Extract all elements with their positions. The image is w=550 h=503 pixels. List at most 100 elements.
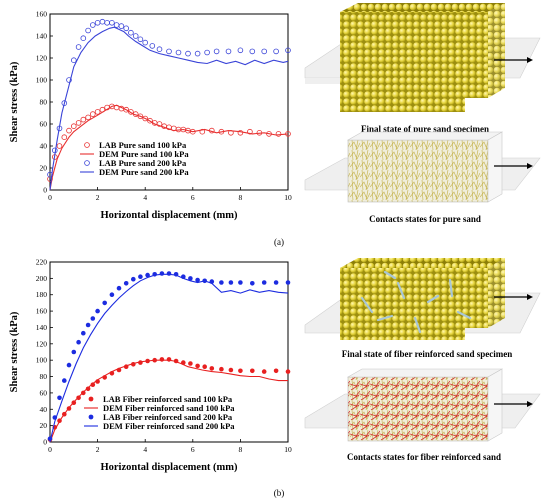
y-tick-label: 120 bbox=[36, 54, 48, 63]
data-point bbox=[213, 48, 220, 55]
data-point bbox=[61, 134, 68, 141]
data-point bbox=[273, 368, 279, 374]
y-tick-label: 160 bbox=[36, 10, 48, 19]
y-tick-label: 0 bbox=[43, 186, 47, 195]
arrowhead-icon bbox=[527, 163, 533, 169]
data-point bbox=[90, 316, 96, 321]
data-point bbox=[123, 106, 129, 113]
fiber-sand-specimen-image bbox=[304, 258, 541, 340]
data-point bbox=[94, 109, 101, 115]
data-point bbox=[71, 123, 77, 129]
fiber-sand-contacts-image bbox=[304, 368, 541, 442]
data-point bbox=[76, 339, 81, 345]
pure-sand-contacts-caption: Contacts states for pure sand bbox=[369, 214, 481, 224]
legend-swatch bbox=[84, 142, 90, 148]
data-point bbox=[199, 128, 206, 135]
data-point bbox=[128, 29, 134, 36]
chart-b-series bbox=[47, 271, 291, 443]
data-point bbox=[188, 276, 193, 281]
y-tick-label: 200 bbox=[36, 274, 48, 283]
y-tick-label: 80 bbox=[40, 98, 48, 107]
arrowhead-icon bbox=[527, 57, 533, 63]
data-point bbox=[194, 50, 201, 57]
series-line-3 bbox=[49, 26, 289, 191]
data-point bbox=[90, 22, 96, 28]
chart-b-plot-frame bbox=[49, 261, 289, 443]
data-point bbox=[90, 111, 96, 117]
pure-sand-contacts-image bbox=[304, 131, 541, 203]
data-point bbox=[95, 308, 100, 314]
data-point bbox=[85, 322, 91, 328]
data-point bbox=[71, 349, 77, 355]
chart-b-x-axis-title: Horizontal displacement (mm) bbox=[100, 462, 238, 473]
data-point bbox=[209, 366, 215, 371]
legend-label: DEM Pure sand 100 kPa bbox=[99, 149, 189, 159]
data-point bbox=[132, 33, 139, 39]
data-point bbox=[228, 280, 234, 285]
x-tick-label: 6 bbox=[191, 445, 195, 454]
chart-a-y-axis-title: Shear stress (kPa) bbox=[9, 61, 20, 142]
data-point bbox=[116, 285, 122, 291]
data-point bbox=[85, 386, 91, 392]
x-tick-label: 10 bbox=[284, 193, 292, 202]
data-point bbox=[219, 280, 224, 285]
data-point bbox=[156, 121, 163, 127]
x-tick-label: 8 bbox=[239, 445, 243, 454]
y-tick-label: 140 bbox=[36, 323, 48, 332]
data-point bbox=[147, 117, 153, 124]
data-point bbox=[80, 116, 87, 123]
pure-sand-specimen-image bbox=[304, 3, 541, 112]
data-point bbox=[166, 48, 172, 55]
y-tick-label: 60 bbox=[40, 120, 48, 129]
data-point bbox=[202, 364, 207, 370]
data-point bbox=[109, 292, 115, 298]
panel-a-label: (a) bbox=[274, 237, 284, 247]
data-point bbox=[238, 368, 243, 374]
data-point bbox=[57, 395, 62, 401]
y-tick-label: 40 bbox=[40, 142, 48, 151]
y-tick-label: 220 bbox=[36, 258, 48, 267]
data-point bbox=[75, 44, 82, 50]
data-point bbox=[80, 35, 87, 41]
x-tick-label: 2 bbox=[96, 193, 100, 202]
y-tick-label: 80 bbox=[40, 372, 48, 381]
x-tick-label: 2 bbox=[96, 445, 100, 454]
data-point bbox=[238, 280, 243, 285]
data-point bbox=[250, 281, 255, 286]
y-tick-label: 120 bbox=[36, 339, 48, 348]
arrowhead-icon bbox=[527, 401, 533, 407]
data-point bbox=[131, 276, 136, 282]
legend-label: LAB Pure sand 200 kPa bbox=[99, 158, 187, 168]
data-point bbox=[250, 368, 255, 374]
pure-sand-specimen-caption: Final state of pure sand specimen bbox=[361, 124, 489, 134]
data-point bbox=[159, 271, 165, 276]
panel-b-label: (b) bbox=[274, 488, 285, 498]
data-point bbox=[261, 280, 267, 285]
x-tick-label: 4 bbox=[143, 193, 147, 202]
data-point bbox=[81, 330, 86, 336]
data-point bbox=[188, 361, 193, 366]
data-point bbox=[175, 49, 182, 56]
y-tick-label: 180 bbox=[36, 290, 48, 299]
legend-label: DEM Pure sand 200 kPa bbox=[99, 167, 189, 177]
legend-label: LAB Fiber reinforced sand 100 kPa bbox=[103, 394, 233, 404]
data-point bbox=[261, 48, 268, 55]
data-point bbox=[145, 272, 150, 278]
data-point bbox=[285, 280, 291, 285]
data-point bbox=[142, 39, 149, 46]
data-point bbox=[247, 128, 253, 135]
chart-a-x-axis-title: Horizontal displacement (mm) bbox=[100, 210, 238, 221]
y-tick-label: 0 bbox=[43, 438, 47, 447]
data-point bbox=[225, 48, 232, 55]
legend-swatch bbox=[88, 396, 94, 402]
data-point bbox=[138, 274, 143, 280]
data-point bbox=[66, 362, 72, 368]
data-point bbox=[237, 47, 244, 54]
data-point bbox=[195, 363, 200, 369]
y-tick-label: 160 bbox=[36, 307, 48, 316]
